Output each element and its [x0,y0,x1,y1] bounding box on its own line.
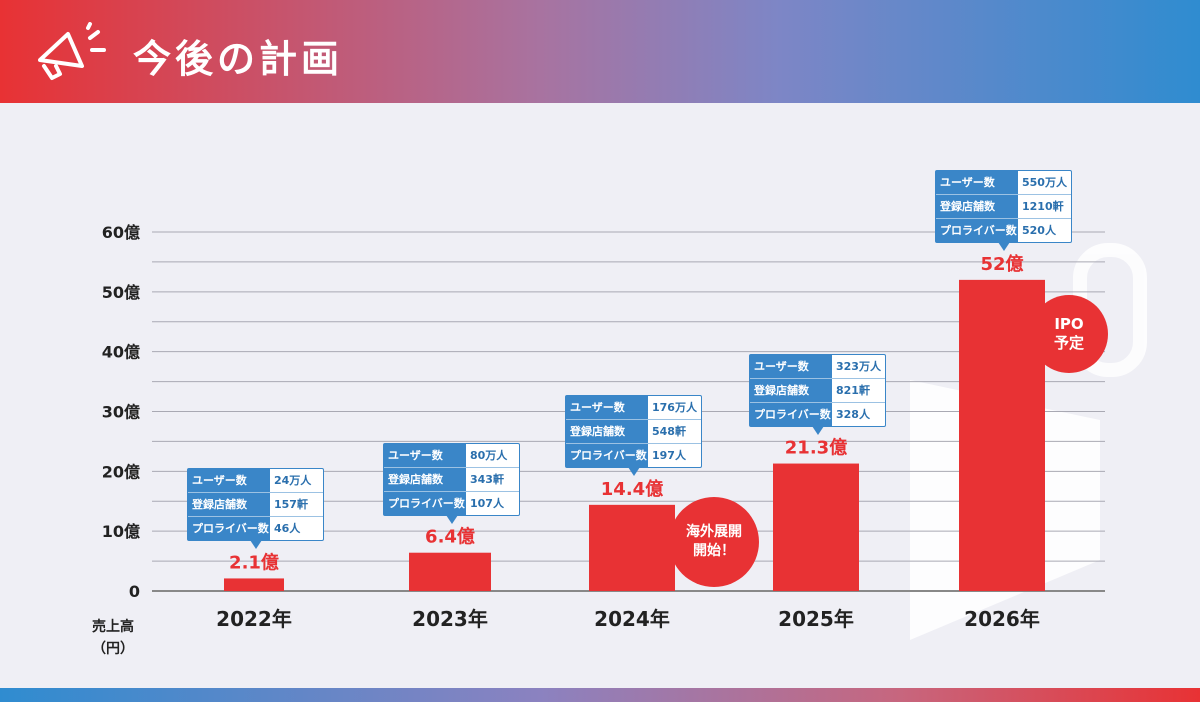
info-row: プロライバー数 107人 [384,491,519,515]
y-axis-label-line-1: 売上高 [92,619,134,635]
info-value: 343軒 [470,472,504,486]
info-value: 548軒 [652,424,686,438]
info-value: 80万人 [470,448,508,462]
info-row: 登録店舗数 821軒 [750,378,885,403]
ipo-bubble-line-2: 予定 [1053,334,1084,352]
info-table: ユーザー数 176万人 登録店舗数 548軒 プロライバー数 197人 [565,394,702,476]
info-row: プロライバー数 197人 [566,443,701,467]
info-row: 登録店舗数 343軒 [384,467,519,492]
x-tick-label: 2023年 [412,607,488,631]
page-title: 今後の計画 [133,37,344,81]
bar-2025年 [773,463,859,591]
info-row: プロライバー数 520人 [936,218,1071,242]
ipo-bubble: IPO 予定 [1030,295,1108,373]
info-row: 登録店舗数 157軒 [188,493,323,518]
info-table: ユーザー数 24万人 登録店舗数 157軒 プロライバー数 46人 [187,468,324,550]
info-key: 登録店舗数 [936,194,1018,218]
info-key: プロライバー数 [750,402,832,426]
info-row: ユーザー数 24万人 [188,469,323,494]
info-table: ユーザー数 550万人 登録店舗数 1210軒 プロライバー数 520人 [935,169,1072,251]
header-banner: 今後の計画 [0,0,1200,103]
y-tick-label: 60億 [102,223,140,242]
x-tick-label: 2025年 [778,607,854,631]
megaphone-icon [38,22,106,80]
info-row: プロライバー数 328人 [750,402,885,426]
info-row: 登録店舗数 1210軒 [936,194,1071,219]
info-row: プロライバー数 46人 [188,517,323,541]
bar-2023年 [409,552,491,591]
info-table: ユーザー数 80万人 登録店舗数 343軒 プロライバー数 107人 [383,442,520,524]
overseas-expansion-bubble: 海外展開 開始！ [669,497,759,587]
info-row: ユーザー数 176万人 [566,395,701,420]
bar-2024年 [589,504,675,591]
ipo-bubble-line-1: IPO [1054,315,1084,333]
bar-2022年 [224,578,284,591]
info-key: 登録店舗数 [188,493,270,517]
info-key: プロライバー数 [188,517,270,541]
value-label: 14.4億 [601,478,663,500]
info-row: ユーザー数 550万人 [936,170,1071,195]
info-value: 197人 [652,448,686,462]
x-tick-label: 2026年 [964,607,1040,631]
info-row: ユーザー数 323万人 [750,354,885,379]
info-value: 1210軒 [1022,199,1064,213]
info-key: ユーザー数 [936,170,1018,194]
info-key: 登録店舗数 [750,378,832,402]
y-axis-label: 売上高 （円） [78,616,148,660]
info-value: 328人 [836,407,870,421]
info-key: プロライバー数 [384,491,466,515]
footer-bar [0,688,1200,702]
info-key: ユーザー数 [750,354,832,378]
overseas-bubble-line-1: 海外展開 [686,524,742,540]
info-row: 登録店舗数 548軒 [566,419,701,444]
info-key: プロライバー数 [936,218,1018,242]
info-key: ユーザー数 [188,469,270,493]
y-tick-label: 10億 [102,522,140,541]
value-label: 52億 [980,253,1023,275]
y-tick-label: 20億 [102,462,140,481]
overseas-bubble-line-2: 開始！ [693,543,735,559]
info-value: 176万人 [652,400,697,414]
info-value: 24万人 [274,474,312,488]
y-tick-label: 30億 [102,403,140,422]
info-key: プロライバー数 [566,443,648,467]
x-tick-label: 2022年 [216,607,292,631]
info-table: ユーザー数 323万人 登録店舗数 821軒 プロライバー数 328人 [749,353,886,435]
info-value: 107人 [470,496,504,510]
info-key: ユーザー数 [566,395,648,419]
value-label: 6.4億 [425,526,475,548]
info-value: 323万人 [836,359,881,373]
y-tick-label: 0 [129,582,140,601]
y-axis-label-line-2: （円） [92,641,134,657]
info-key: 登録店舗数 [384,467,466,491]
info-value: 821軒 [836,383,870,397]
y-tick-label: 50億 [102,283,140,302]
value-label: 21.3億 [785,437,847,459]
y-tick-label: 40億 [102,343,140,362]
info-key: ユーザー数 [384,443,466,467]
info-value: 157軒 [274,498,308,512]
info-value: 46人 [274,522,301,536]
info-row: ユーザー数 80万人 [384,443,519,468]
info-value: 550万人 [1022,175,1067,189]
info-key: 登録店舗数 [566,419,648,443]
value-label: 2.1億 [229,551,279,573]
info-value: 520人 [1022,223,1056,237]
x-tick-label: 2024年 [594,607,670,631]
